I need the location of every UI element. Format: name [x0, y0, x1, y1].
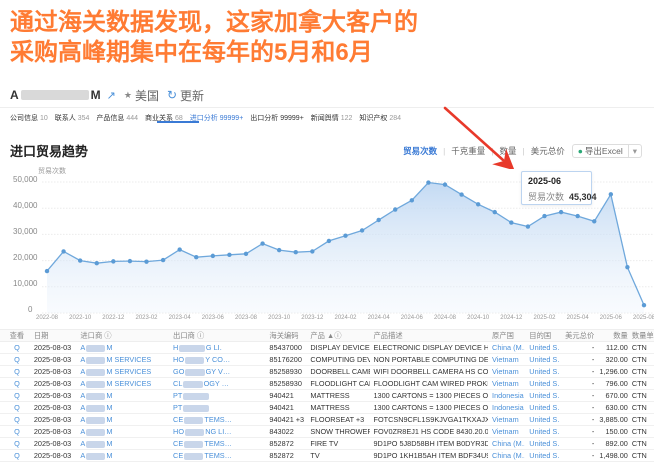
- svg-text:2025-08: 2025-08: [633, 315, 654, 321]
- svg-text:2025-06: 2025-06: [600, 315, 623, 321]
- svg-text:2023-02: 2023-02: [135, 315, 158, 321]
- svg-text:2022-10: 2022-10: [69, 315, 92, 321]
- svg-text:2022-08: 2022-08: [36, 315, 59, 321]
- svg-text:2025-04: 2025-04: [567, 315, 590, 321]
- svg-text:2023-06: 2023-06: [202, 315, 225, 321]
- svg-text:2024-08: 2024-08: [434, 315, 457, 321]
- svg-text:2024-02: 2024-02: [334, 315, 357, 321]
- svg-text:2024-10: 2024-10: [467, 315, 490, 321]
- svg-text:2024-06: 2024-06: [401, 315, 424, 321]
- svg-text:2023-08: 2023-08: [235, 315, 258, 321]
- svg-text:2023-12: 2023-12: [301, 315, 324, 321]
- svg-text:2022-12: 2022-12: [102, 315, 125, 321]
- svg-text:2023-10: 2023-10: [268, 315, 291, 321]
- svg-text:2024-12: 2024-12: [500, 315, 523, 321]
- svg-text:2023-04: 2023-04: [169, 315, 192, 321]
- svg-text:2024-04: 2024-04: [368, 315, 391, 321]
- svg-text:2025-02: 2025-02: [533, 315, 556, 321]
